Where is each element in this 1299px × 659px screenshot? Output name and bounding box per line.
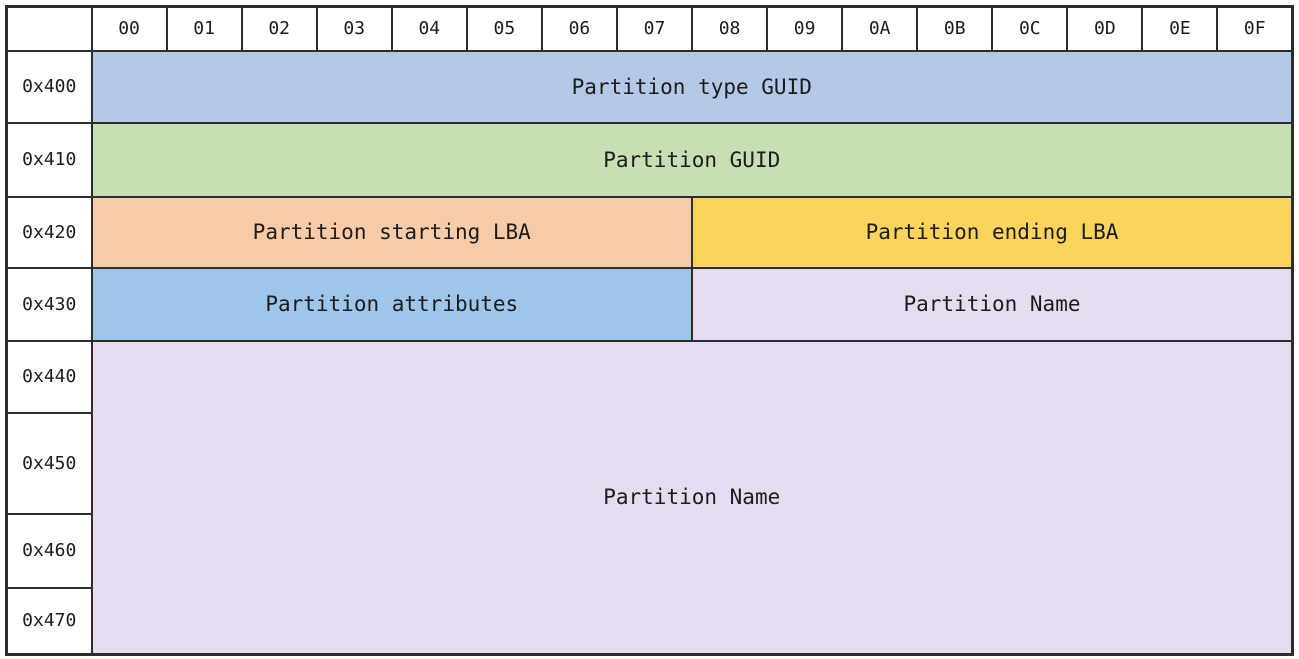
row-0x440: 0x440 Partition Name	[5, 339, 1294, 656]
col-header-0b: 0B	[916, 5, 994, 52]
row-0x410: 0x410 Partition GUID	[5, 121, 1294, 198]
gpt-partition-entry-layout-table: 00 01 02 03 04 05 06 07 08 09 0A 0B 0C 0…	[5, 5, 1294, 656]
field-partition-ending-lba: Partition ending LBA	[691, 195, 1294, 269]
row-label-0x400: 0x400	[5, 49, 93, 124]
col-header-0f: 0F	[1216, 5, 1294, 52]
byte-offset-header-row: 00 01 02 03 04 05 06 07 08 09 0A 0B 0C 0…	[5, 5, 1294, 52]
col-header-01: 01	[165, 5, 243, 52]
field-partition-name-main: Partition Name	[90, 339, 1294, 656]
col-header-00: 00	[90, 5, 168, 52]
col-header-03: 03	[315, 5, 393, 52]
row-0x470: 0x470	[5, 586, 1293, 656]
row-label-0x460: 0x460	[5, 512, 93, 589]
col-header-0c: 0C	[991, 5, 1069, 52]
row-label-0x420: 0x420	[5, 195, 93, 269]
row-label-0x440: 0x440	[5, 339, 93, 414]
col-header-0d: 0D	[1066, 5, 1144, 52]
corner-cell	[5, 5, 93, 52]
field-partition-guid: Partition GUID	[90, 121, 1294, 198]
col-header-08: 08	[690, 5, 769, 52]
row-label-0x450: 0x450	[5, 411, 93, 515]
col-header-06: 06	[540, 5, 618, 52]
col-header-0a: 0A	[841, 5, 919, 52]
row-0x430: 0x430 Partition attributes Partition Nam…	[5, 266, 1294, 342]
row-0x420: 0x420 Partition starting LBA Partition e…	[5, 195, 1294, 269]
col-header-05: 05	[465, 5, 543, 52]
col-header-07: 07	[615, 5, 694, 52]
col-header-0e: 0E	[1141, 5, 1219, 52]
col-header-04: 04	[390, 5, 468, 52]
row-label-0x430: 0x430	[5, 266, 93, 342]
col-header-09: 09	[766, 5, 844, 52]
col-header-02: 02	[240, 5, 318, 52]
row-label-0x470: 0x470	[5, 586, 93, 656]
field-partition-attributes: Partition attributes	[90, 266, 693, 342]
row-0x460: 0x460	[5, 512, 1293, 589]
row-0x400: 0x400 Partition type GUID	[5, 49, 1294, 124]
field-partition-name-upper: Partition Name	[691, 266, 1294, 342]
row-label-0x410: 0x410	[5, 121, 93, 198]
field-partition-type-guid: Partition type GUID	[90, 49, 1294, 124]
field-partition-starting-lba: Partition starting LBA	[90, 195, 693, 269]
row-0x450: 0x450	[5, 411, 1293, 515]
